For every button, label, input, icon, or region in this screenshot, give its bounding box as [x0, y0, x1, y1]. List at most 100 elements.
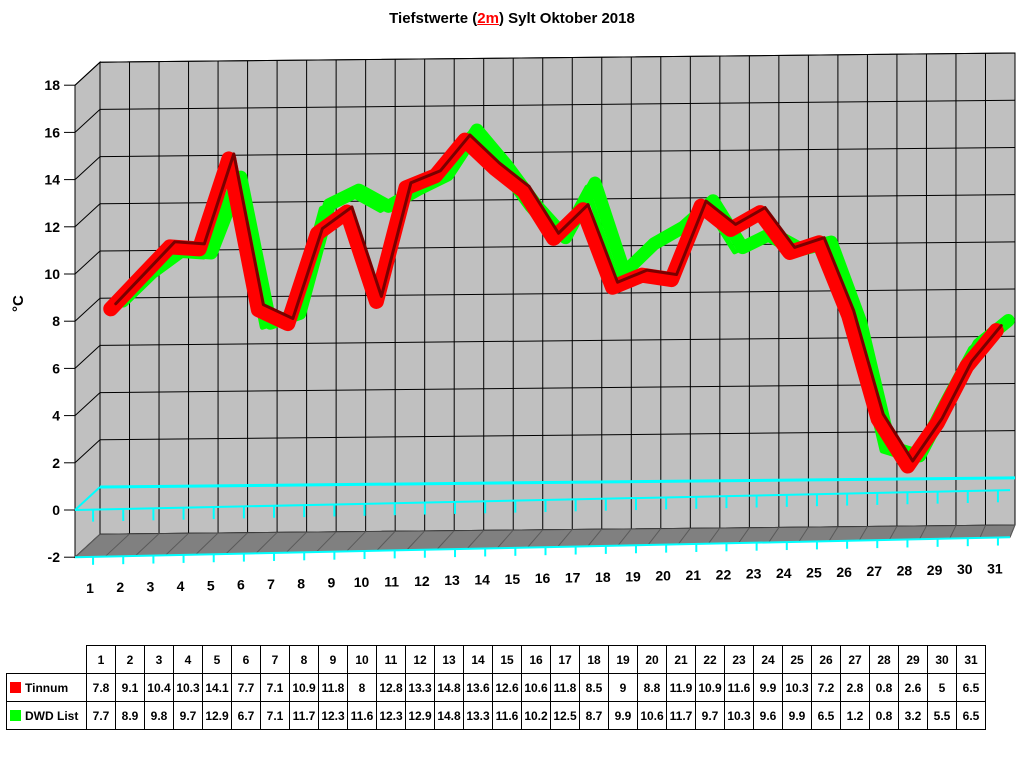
floor-line	[617, 528, 632, 546]
chart-series	[103, 123, 1015, 474]
x-tick-label: 22	[716, 566, 732, 582]
table-cell: 13.3	[463, 701, 493, 730]
y-tick-label: 6	[52, 360, 60, 376]
table-header-cell: 11	[376, 645, 406, 674]
table-cell: 5.5	[927, 701, 957, 730]
legend-swatch	[10, 681, 21, 693]
table-cell: 2.8	[840, 673, 870, 702]
y-tick-label: 4	[52, 408, 60, 424]
table-header-cell: 28	[869, 645, 899, 674]
table-cell: 5	[927, 673, 957, 702]
table-header-cell: 8	[289, 645, 319, 674]
table-header-cell: 25	[782, 645, 812, 674]
x-tick-label: 24	[776, 565, 792, 581]
floor-line	[466, 530, 485, 550]
table-cell: 11.6	[724, 673, 754, 702]
zero-line-back	[99, 476, 1016, 489]
table-cell: 9.1	[115, 673, 145, 702]
floor-line	[798, 526, 809, 543]
table-cell: 11.8	[318, 673, 348, 702]
floor-line	[346, 531, 367, 552]
gridline-horizontal	[99, 99, 1016, 110]
y-tick-label: 12	[44, 219, 60, 235]
floor-line	[587, 528, 603, 547]
table-cell: 8.9	[115, 701, 145, 730]
chart-title: Tiefstwerte (2m) Sylt Oktober 2018	[389, 10, 635, 27]
x-tick-label: 20	[655, 568, 671, 584]
table-cell: 12.5	[550, 701, 580, 730]
table-cell: 11.6	[492, 701, 522, 730]
gridline-horizontal	[99, 146, 1016, 158]
gridline-side	[74, 109, 101, 133]
table-header-cell: 13	[434, 645, 464, 674]
x-axis-ticks: 1 2 3 4 5 6 7 8 9 10 11 12 13 14 15 16 17 18 19 20 21 22 23 24 2…	[86, 561, 1003, 596]
floor-line	[888, 525, 898, 541]
x-tick-label: 18	[595, 569, 611, 585]
floor-line	[949, 525, 957, 539]
x-tick-label: 15	[505, 571, 521, 587]
table-cell: 11.7	[289, 701, 319, 730]
floor-line	[647, 528, 662, 546]
table-header-cell: 3	[144, 645, 174, 674]
table-cell: 9.7	[695, 701, 725, 730]
floor-line	[315, 531, 337, 553]
y-tick-label: 16	[44, 124, 60, 140]
floor-line	[557, 529, 573, 548]
table-cell: 10.9	[695, 673, 725, 702]
gridline-side	[74, 439, 101, 464]
gridline-horizontal	[99, 52, 1016, 63]
table-cell: 7.7	[86, 701, 116, 730]
floor-line	[527, 529, 544, 548]
floor-line	[768, 527, 780, 543]
table-header-cell: 26	[811, 645, 841, 674]
table-header-cell: 21	[666, 645, 696, 674]
table-corner	[7, 646, 87, 674]
x-tick-label: 19	[625, 568, 641, 584]
table-cell: 10.6	[637, 701, 667, 730]
table-cell: 12.9	[202, 701, 232, 730]
floor-line	[436, 530, 455, 550]
table-header-cell: 9	[318, 645, 348, 674]
floor-line	[285, 531, 307, 554]
x-tick-label: 23	[746, 566, 762, 582]
chart-floor	[73, 476, 1016, 565]
table-header-cell: 22	[695, 645, 725, 674]
table-cell: 7.7	[231, 673, 261, 702]
floor-line	[104, 533, 130, 557]
table-header-cell: 10	[347, 645, 377, 674]
floor-line	[496, 529, 514, 549]
table-cell: 11.6	[347, 701, 377, 730]
table-header-cell: 5	[202, 645, 232, 674]
table-row-label: DWD List	[6, 701, 87, 730]
table-header-cell: 2	[115, 645, 145, 674]
gridline-side	[74, 392, 101, 416]
zero-line-side	[74, 486, 101, 511]
table-cell: 9.7	[173, 701, 203, 730]
table-row-dwd-list: DWD List 7.7 8.9 9.8 9.7 12.9 6.7 7.1 11.7 12.3 11…	[6, 701, 986, 730]
floor-line	[919, 525, 927, 540]
table-cell: 10.3	[173, 673, 203, 702]
legend-label: DWD List	[25, 708, 79, 723]
gridline-side	[74, 297, 101, 322]
x-tick-label: 4	[177, 578, 185, 594]
gridline-horizontal	[99, 430, 1016, 441]
table-cell: 10.2	[521, 701, 551, 730]
table-header-cell: 24	[753, 645, 783, 674]
y-axis-label: °C	[10, 295, 27, 312]
floor-line	[677, 527, 691, 545]
table-header-cell: 14	[463, 645, 493, 674]
table-cell: 9	[608, 673, 638, 702]
table-cell: 10.9	[289, 673, 319, 702]
y-tick-label: 8	[52, 313, 60, 329]
floor-line	[255, 532, 278, 554]
table-cell: 6.5	[956, 673, 986, 702]
table-cell: 10.3	[782, 673, 812, 702]
table-cell: 6.5	[956, 701, 986, 730]
chart-grid	[74, 52, 1016, 558]
table-header-cell: 15	[492, 645, 522, 674]
floor-line	[74, 533, 101, 558]
floor-line	[225, 532, 248, 555]
table-cell: 11.7	[666, 701, 696, 730]
floor-line	[134, 533, 160, 557]
y-tick-label: 10	[44, 266, 60, 282]
